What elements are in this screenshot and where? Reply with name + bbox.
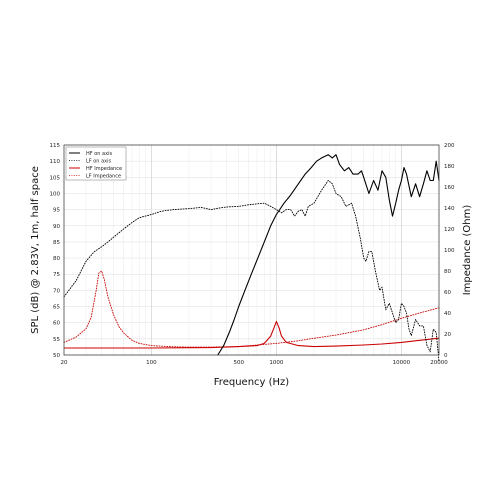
- y-tick-label-left: 105: [50, 175, 61, 181]
- y-axis-title-right: Impedance (Ohm): [462, 205, 473, 296]
- x-tick-label: 100: [146, 360, 157, 366]
- y-tick-label-right: 100: [444, 248, 455, 254]
- x-tick-label: 20: [61, 360, 68, 366]
- series-line-lf-on-axis: [63, 180, 440, 362]
- y-tick-label-right: 160: [444, 185, 455, 191]
- series-line-lf-impedance: [63, 270, 440, 348]
- y-tick-label-left: 115: [50, 143, 61, 149]
- y-tick-label-left: 50: [53, 353, 60, 359]
- legend-label: HF Impedance: [86, 166, 122, 172]
- y-tick-label-left: 110: [50, 159, 61, 165]
- plot-frame: [63, 144, 440, 356]
- series-layer: [63, 154, 440, 362]
- y-tick-label-right: 0: [444, 353, 448, 359]
- y-tick-label-right: 80: [444, 269, 451, 275]
- y-tick-label-left: 70: [53, 288, 60, 294]
- tick-labels: 20 100 500 1000 10000 20000505560657075808590…: [50, 143, 455, 366]
- y-tick-label-right: 180: [444, 164, 455, 170]
- x-axis-title: Frequency (Hz): [214, 377, 290, 388]
- legend-label: LF Impedance: [86, 173, 121, 179]
- series-line-hf-on-axis: [217, 154, 440, 356]
- y-axis-title-left: SPL (dB) @ 2.83V, 1m, half space: [30, 166, 41, 334]
- x-tick-label: 1000: [269, 360, 283, 366]
- y-tick-label-left: 55: [53, 337, 60, 343]
- y-tick-label-left: 85: [53, 240, 60, 246]
- y-tick-label-right: 60: [444, 290, 451, 296]
- legend-label: LF on axis: [86, 158, 111, 164]
- legend-label: HF on axis: [86, 151, 112, 157]
- y-tick-label-left: 65: [53, 305, 60, 311]
- y-tick-label-right: 200: [444, 143, 455, 149]
- plot-background: [64, 145, 439, 355]
- y-tick-label-left: 95: [53, 208, 60, 214]
- y-tick-label-left: 60: [53, 321, 60, 327]
- y-tick-label-right: 20: [444, 332, 451, 338]
- y-tick-label-left: 80: [53, 256, 60, 262]
- x-tick-label: 500: [233, 360, 244, 366]
- y-tick-label-right: 40: [444, 311, 451, 317]
- x-tick-label: 20000: [430, 360, 448, 366]
- y-tick-label-left: 100: [50, 191, 61, 197]
- y-tick-label-right: 120: [444, 227, 455, 233]
- y-tick-label-left: 90: [53, 224, 60, 230]
- y-tick-label-left: 75: [53, 272, 60, 278]
- series-line-hf-impedance: [63, 320, 440, 349]
- x-tick-label: 10000: [393, 360, 411, 366]
- y-tick-label-right: 140: [444, 206, 455, 212]
